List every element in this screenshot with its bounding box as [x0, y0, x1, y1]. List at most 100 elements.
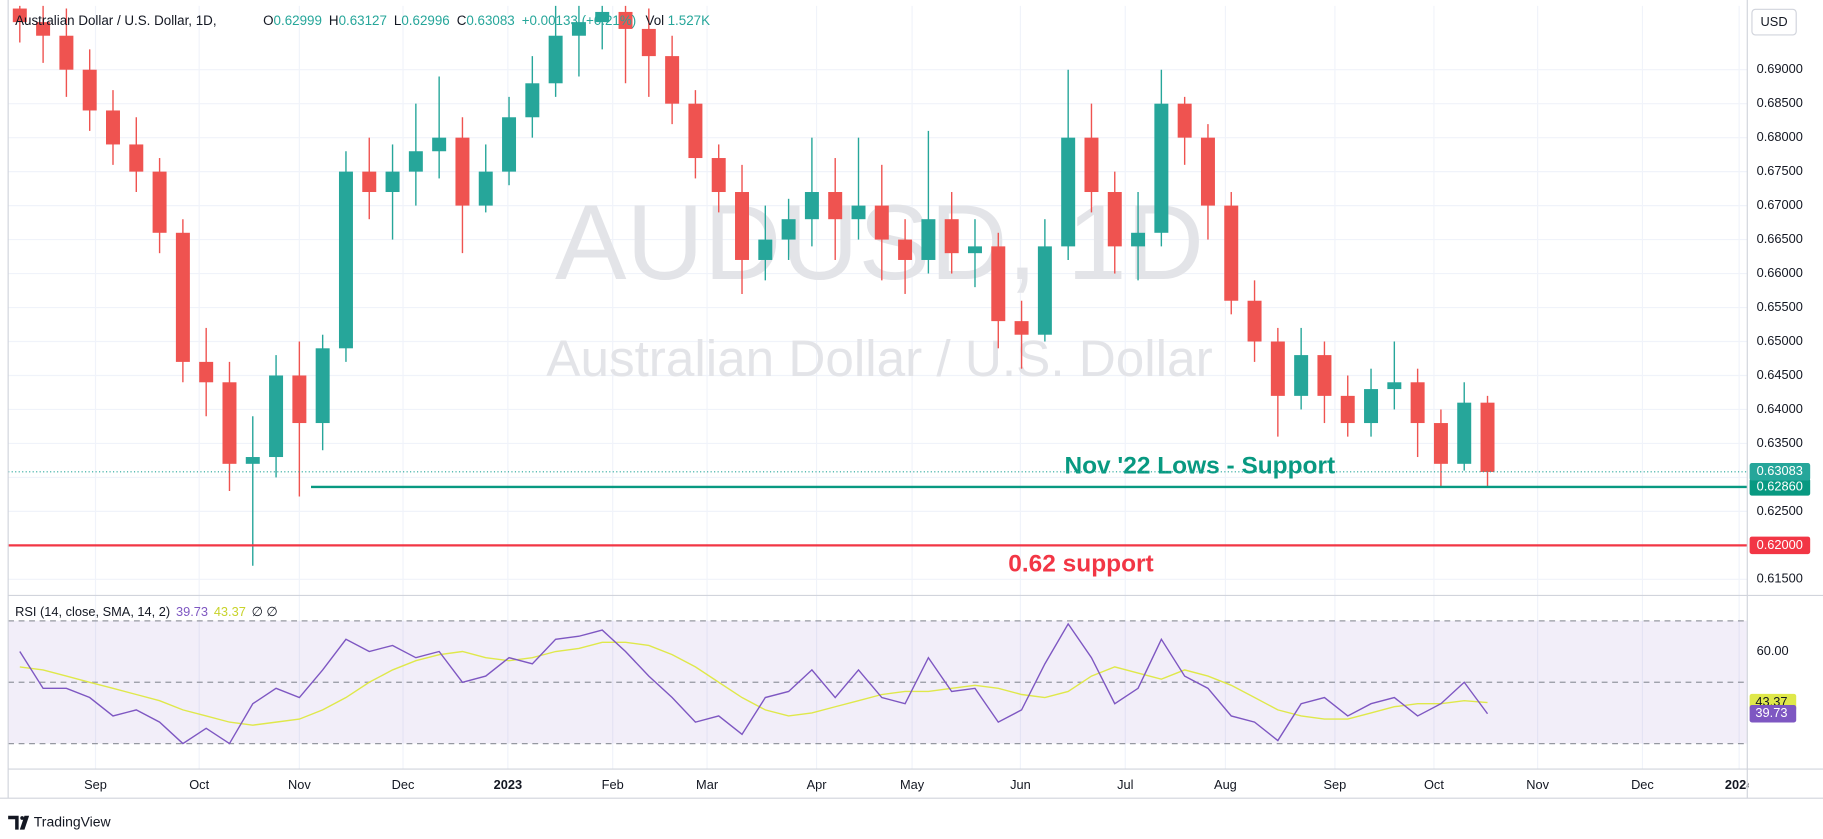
- y-tick-label: 0.64500: [1757, 367, 1803, 382]
- y-tick-label: 0.66500: [1757, 231, 1803, 246]
- candle-body: [548, 35, 563, 84]
- candle-body: [245, 457, 260, 464]
- x-tick-label: Jul: [1117, 777, 1133, 792]
- candle-body: [455, 137, 470, 206]
- x-tick-label: Dec: [1631, 777, 1654, 792]
- last-price-tag: [1749, 463, 1811, 481]
- candle-body: [502, 117, 517, 172]
- x-tick-label: Dec: [392, 777, 415, 792]
- candle-body: [1131, 232, 1146, 247]
- y-tick-label: 0.62500: [1757, 503, 1803, 518]
- candle-body: [874, 205, 889, 240]
- x-tick-label: Feb: [602, 777, 624, 792]
- ohlc-key: H: [329, 13, 339, 28]
- level-price-tag: [1749, 478, 1811, 496]
- y-tick-label: 0.67000: [1757, 197, 1803, 212]
- candle-body: [1107, 192, 1122, 247]
- rsi-sma-value: 43.37: [214, 604, 246, 619]
- candle-body: [269, 375, 284, 458]
- candle-body: [362, 171, 377, 193]
- change: +0.00133 (+0.21%): [522, 13, 637, 28]
- brand: TradingView: [34, 813, 112, 829]
- candle-body: [828, 192, 843, 220]
- last-price-label: 0.63083: [1757, 463, 1803, 478]
- ohlc-key: L: [394, 13, 401, 28]
- candle-body: [36, 22, 51, 36]
- candle-body: [1061, 137, 1076, 247]
- candle-body: [641, 28, 656, 57]
- candle-body: [1224, 205, 1239, 301]
- level-price-tag: [1749, 536, 1811, 555]
- y-tick-label: 0.68000: [1757, 129, 1803, 144]
- candle-body: [967, 246, 982, 254]
- candle-body: [1200, 137, 1215, 206]
- candle-body: [129, 144, 144, 172]
- candle-body: [338, 171, 353, 349]
- y-tick-label: 0.65500: [1757, 299, 1803, 314]
- rsi-tag: [1749, 705, 1797, 723]
- volume-key: Vol: [646, 13, 665, 28]
- watermark: AUDUSD, 1D: [555, 182, 1204, 302]
- candle-body: [175, 232, 190, 362]
- currency-button[interactable]: [1751, 8, 1797, 36]
- x-tick-label: Oct: [189, 777, 209, 792]
- x-tick-label: Nov: [288, 777, 311, 792]
- candle-body: [199, 361, 214, 383]
- candle-body: [408, 151, 423, 172]
- y-tick-label: 0.69000: [1757, 61, 1803, 76]
- header: Australian Dollar / U.S. Dollar, 1D, O0.6…: [15, 13, 710, 28]
- y-tick-label: 0.61500: [1757, 571, 1803, 586]
- candle-body: [898, 239, 913, 260]
- x-tick-label: Sep: [84, 777, 107, 792]
- candle-body: [804, 192, 819, 220]
- x-tick-label: Mar: [696, 777, 719, 792]
- y-tick-label: 0.64000: [1757, 401, 1803, 416]
- candle-body: [1480, 402, 1495, 472]
- candle-body: [12, 8, 27, 23]
- candle-body: [1177, 103, 1192, 138]
- candle-body: [1410, 382, 1425, 424]
- level-price-label: 0.62000: [1757, 537, 1803, 552]
- rsi-pane: [8, 620, 1748, 745]
- candle-body: [1154, 103, 1169, 233]
- candle-body: [735, 192, 750, 260]
- y-tick-label: 0.66000: [1757, 265, 1803, 280]
- x-tick-label: Apr: [807, 777, 828, 792]
- title: Australian Dollar / U.S. Dollar, 1D,: [15, 13, 216, 28]
- candle-body: [1247, 300, 1262, 342]
- candle-body: [944, 219, 959, 254]
- candle-body: [525, 83, 540, 118]
- candle-body: [665, 56, 680, 104]
- candle-body: [1364, 389, 1379, 424]
- candle-body: [478, 171, 493, 206]
- candle-body: [711, 158, 726, 193]
- x-tick-label: Aug: [1214, 777, 1237, 792]
- candle-body: [152, 171, 167, 233]
- ohlc-value: 0.62996: [401, 13, 449, 28]
- candle-body: [1084, 137, 1099, 193]
- candle-body: [1387, 382, 1402, 390]
- candle-body: [222, 382, 237, 464]
- ohlc-key: C: [457, 13, 467, 28]
- candle-body: [1294, 355, 1309, 396]
- candle-body: [59, 35, 74, 70]
- candle-body: [571, 22, 586, 36]
- x-tick-label: Oct: [1424, 777, 1444, 792]
- level-price-label: 0.62860: [1757, 478, 1803, 493]
- candle-body: [851, 205, 866, 220]
- y-tick-label: 0.67500: [1757, 163, 1803, 178]
- y-tick-label: 0.63500: [1757, 435, 1803, 450]
- ohlc-value: 0.63127: [339, 13, 387, 28]
- candle-body: [1457, 402, 1472, 464]
- rsi-sma: [19, 641, 1488, 726]
- candle-body: [1340, 395, 1355, 424]
- candle-body: [1317, 355, 1332, 396]
- rsi-value: 39.73: [176, 604, 208, 619]
- candle-body: [758, 239, 773, 260]
- currency[interactable]: USD: [1761, 14, 1788, 29]
- ohlc-value: 0.62999: [274, 13, 322, 28]
- candle-body: [315, 348, 330, 424]
- x-tick-label: May: [900, 777, 925, 792]
